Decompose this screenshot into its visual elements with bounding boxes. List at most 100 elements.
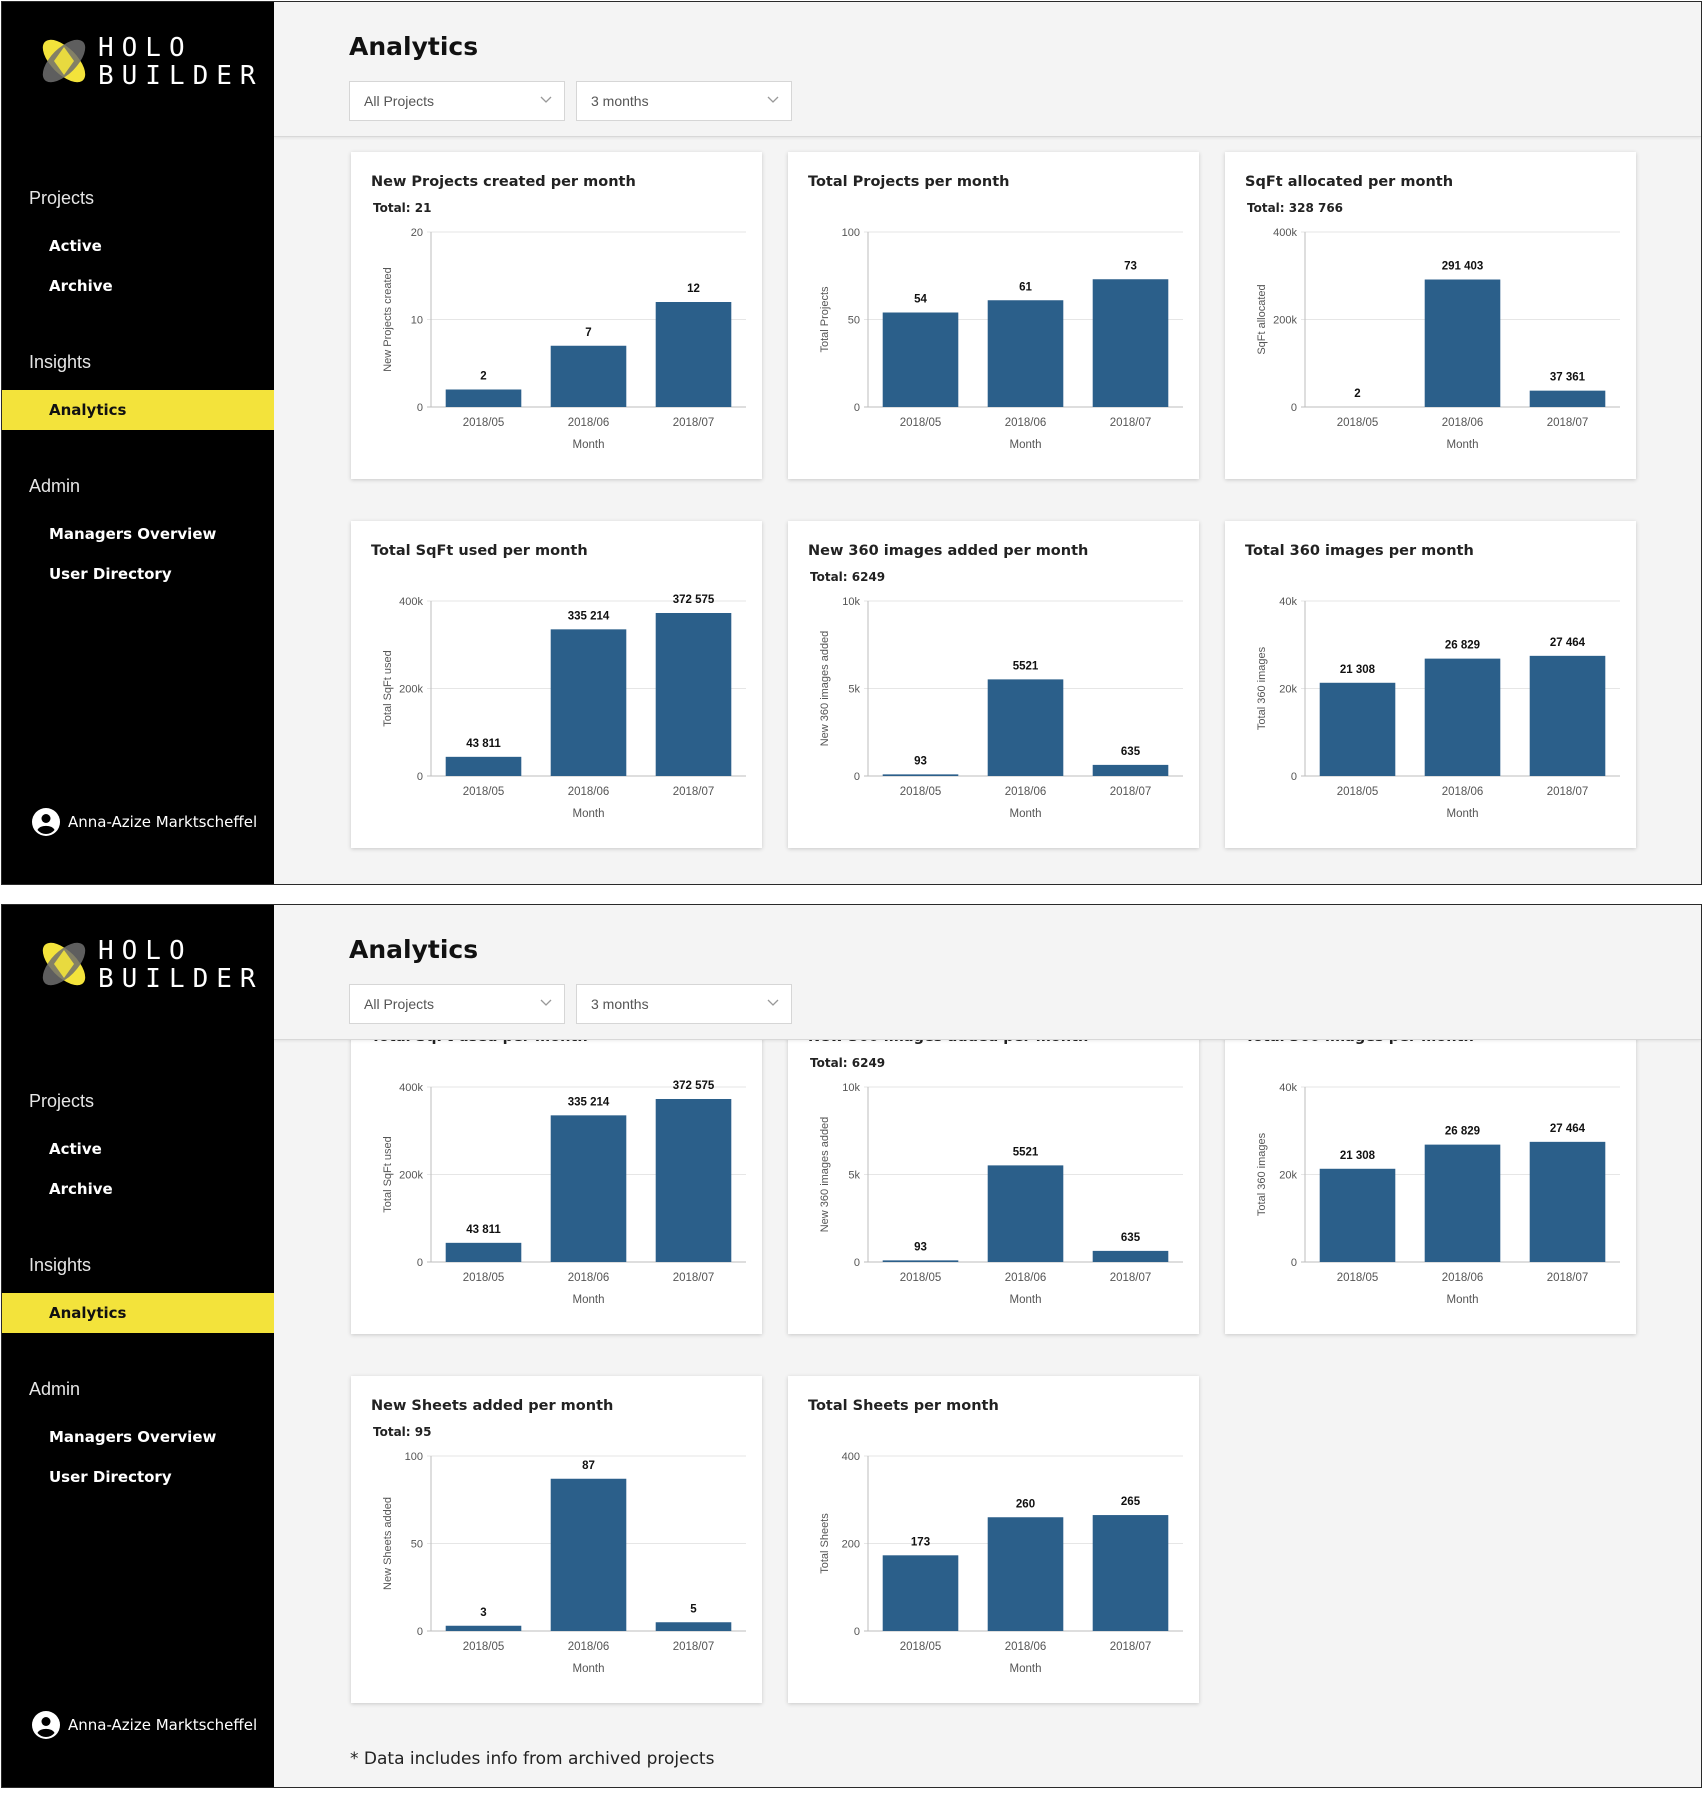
- bar: [1424, 658, 1501, 776]
- y-axis-label: Total Sheets: [819, 1513, 831, 1574]
- bar-chart: 0 50 100 New Sheets added 3 2018/05 87 2018/06 5…: [382, 1451, 746, 1675]
- x-tick-label: 2018/07: [1547, 1272, 1589, 1284]
- data-label: 3: [480, 1607, 486, 1619]
- project-filter-dropdown[interactable]: All Projects: [349, 984, 565, 1024]
- data-label: 73: [1124, 260, 1137, 272]
- x-tick-label: 2018/05: [1337, 1272, 1379, 1284]
- logo-wordmark: HOLO BUILDER: [98, 936, 264, 994]
- nav-item-managers-overview[interactable]: Managers Overview: [49, 1428, 217, 1446]
- y-tick-label: 400k: [399, 596, 423, 608]
- sidebar: HOLO BUILDER Projects Active Archive Ins…: [2, 2, 274, 884]
- data-label: 372 575: [673, 594, 715, 606]
- chevron-down-icon: [767, 96, 779, 103]
- x-tick-label: 2018/05: [463, 1272, 505, 1284]
- x-axis-label: Month: [573, 1294, 605, 1306]
- y-tick-label: 10k: [842, 596, 860, 608]
- x-axis-label: Month: [1010, 1294, 1042, 1306]
- nav-item-archive[interactable]: Archive: [49, 1180, 113, 1198]
- nav-item-analytics[interactable]: Analytics: [2, 390, 274, 430]
- y-tick-label: 0: [1291, 402, 1297, 414]
- data-label: 335 214: [568, 610, 610, 622]
- page-header: Analytics All Projects 3 months: [274, 905, 1701, 1040]
- data-label: 93: [914, 755, 927, 767]
- screenshot-bottom: HOLO BUILDER Projects Active Archive Ins…: [1, 904, 1702, 1788]
- data-label: 26 829: [1445, 1126, 1480, 1138]
- bar: [1424, 1144, 1501, 1262]
- y-tick-label: 200: [842, 1539, 860, 1551]
- data-label: 21 308: [1340, 664, 1376, 676]
- x-tick-label: 2018/06: [568, 1641, 610, 1653]
- project-filter-value: All Projects: [364, 996, 435, 1012]
- data-label: 2: [480, 371, 486, 383]
- x-tick-label: 2018/07: [673, 1272, 715, 1284]
- data-label: 37 361: [1550, 372, 1586, 384]
- x-axis-label: Month: [1010, 1663, 1042, 1675]
- account-circle-icon: [32, 808, 60, 836]
- x-tick-label: 2018/05: [900, 786, 942, 798]
- x-tick-label: 2018/07: [673, 417, 715, 429]
- chart-card-total-projects: 0 50 100 Total Projects 54 2018/05 61 2018/06 73…: [788, 152, 1199, 479]
- nav-item-active[interactable]: Active: [49, 1140, 102, 1158]
- period-filter-dropdown[interactable]: 3 months: [576, 81, 792, 121]
- x-tick-label: 2018/07: [1547, 417, 1589, 429]
- y-tick-label: 20: [411, 227, 423, 239]
- chevron-down-icon: [540, 999, 552, 1006]
- chart-card-new-360-images: 0 5k 10k New 360 images added 93 2018/05 5521 2…: [788, 521, 1199, 848]
- holobuilder-logo[interactable]: HOLO BUILDER: [36, 34, 256, 90]
- bar-chart: 0 20k 40k Total 360 images 21 308 2018/05 26 8…: [1256, 596, 1620, 820]
- y-axis-label: Total 360 images: [1256, 646, 1268, 730]
- bar: [550, 1115, 627, 1262]
- y-tick-label: 20k: [1279, 684, 1297, 696]
- chart-total: Total: 95: [373, 1425, 432, 1439]
- period-filter-dropdown[interactable]: 3 months: [576, 984, 792, 1024]
- y-tick-label: 5k: [848, 1170, 860, 1182]
- bar: [655, 302, 732, 407]
- data-label: 372 575: [673, 1080, 715, 1092]
- page-title: Analytics: [349, 935, 479, 964]
- x-tick-label: 2018/05: [900, 1641, 942, 1653]
- project-filter-dropdown[interactable]: All Projects: [349, 81, 565, 121]
- bar: [445, 1242, 522, 1262]
- x-tick-label: 2018/06: [1005, 417, 1047, 429]
- y-tick-label: 100: [842, 227, 860, 239]
- y-axis-label: Total 360 images: [1256, 1132, 1268, 1216]
- data-label: 26 829: [1445, 640, 1480, 652]
- nav-item-analytics[interactable]: Analytics: [2, 1293, 274, 1333]
- bar-chart: 0 10 20 New Projects created 2 2018/05 7 2018/0…: [382, 227, 746, 451]
- nav-item-user-directory[interactable]: User Directory: [49, 1468, 172, 1486]
- user-menu[interactable]: Anna-Azize Marktscheffel: [32, 808, 257, 836]
- nav-item-user-directory[interactable]: User Directory: [49, 565, 172, 583]
- chart-total: Total: 21: [373, 201, 432, 215]
- y-axis-label: Total SqFt used: [382, 1136, 394, 1212]
- bar: [655, 1622, 732, 1631]
- page-title: Analytics: [349, 32, 479, 61]
- y-tick-label: 0: [417, 402, 423, 414]
- x-tick-label: 2018/06: [568, 786, 610, 798]
- bar: [550, 345, 627, 407]
- nav-item-active[interactable]: Active: [49, 237, 102, 255]
- data-label: 291 403: [1442, 261, 1484, 273]
- chart-title: Total SqFt used per month: [371, 543, 588, 559]
- y-tick-label: 400k: [399, 1082, 423, 1094]
- data-label: 2: [1354, 388, 1360, 400]
- chart-card-sqft-allocated: 0 200k 400k SqFt allocated 2 2018/05 291 403 20…: [1225, 152, 1636, 479]
- y-axis-label: Total Projects: [819, 286, 831, 353]
- y-tick-label: 40k: [1279, 596, 1297, 608]
- bar: [655, 1098, 732, 1262]
- main-content: Analytics All Projects 3 months 0 10 20 New…: [274, 2, 1701, 884]
- bar: [1319, 682, 1396, 776]
- user-menu[interactable]: Anna-Azize Marktscheffel: [32, 1711, 257, 1739]
- bar-chart: 0 200k 400k Total SqFt used 43 811 2018/05 335…: [382, 594, 746, 820]
- bar: [882, 312, 959, 407]
- bar: [445, 1625, 522, 1631]
- holobuilder-logo[interactable]: HOLO BUILDER: [36, 937, 256, 993]
- bar-chart: 0 20k 40k Total 360 images 21 308 2018/05 26 8…: [1256, 1082, 1620, 1306]
- nav-heading-projects: Projects: [29, 1091, 95, 1111]
- data-label: 5: [690, 1603, 697, 1615]
- y-tick-label: 400: [842, 1451, 860, 1463]
- chart-total: Total: 328 766: [1247, 201, 1344, 215]
- nav-item-archive[interactable]: Archive: [49, 277, 113, 295]
- nav-item-managers-overview[interactable]: Managers Overview: [49, 525, 217, 543]
- sidebar: HOLO BUILDER Projects Active Archive Ins…: [2, 905, 274, 1787]
- y-tick-label: 20k: [1279, 1170, 1297, 1182]
